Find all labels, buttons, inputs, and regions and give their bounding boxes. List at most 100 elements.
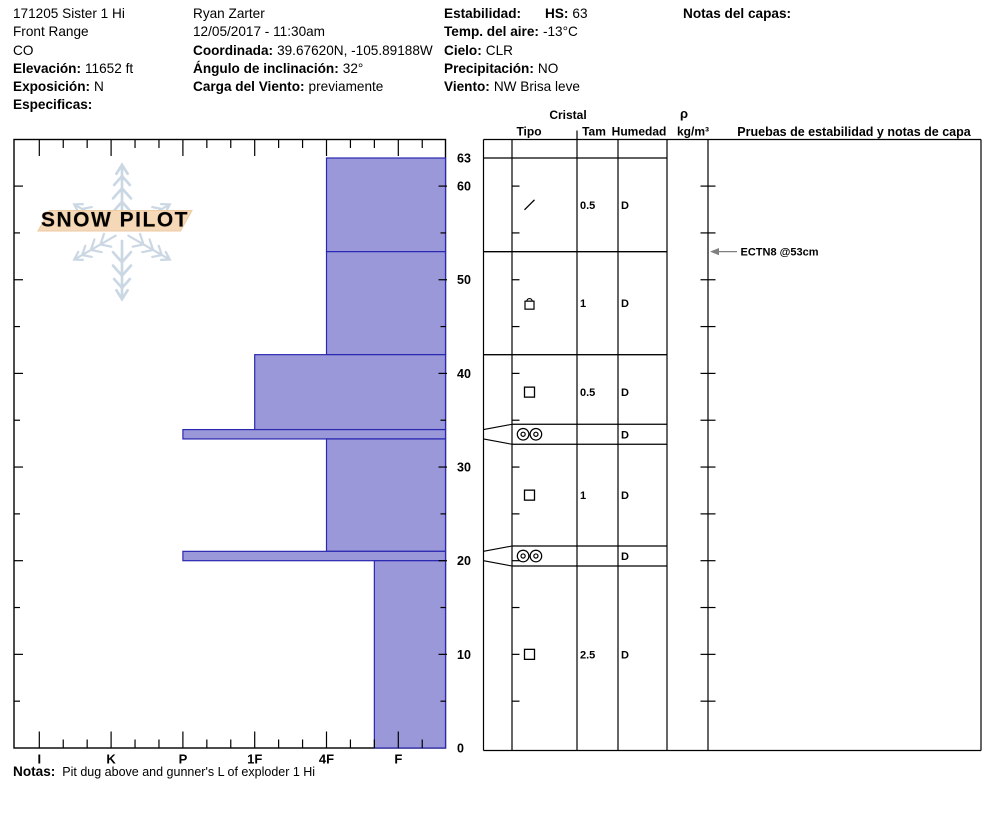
logo-text: SNOW PILOT [41, 209, 189, 232]
pit-info-line: Elevación: 11652 ft [13, 60, 133, 78]
hardness-label: 4F [319, 752, 334, 767]
hardness-bars-group [182, 157, 447, 749]
hardness-label: K [106, 752, 116, 767]
pit-info-line: 12/05/2017 - 11:30am [193, 23, 433, 41]
test-result-label: ECTN8 @53cm [741, 247, 819, 259]
table-header-cristal: Cristal [549, 108, 586, 122]
pit-conditions-column: Estabilidad: Temp. del aire: -13°C Cielo: CL… [444, 5, 580, 96]
grain-symbol-double-circle [520, 553, 526, 559]
field-label: Cielo: [444, 42, 482, 58]
hardness-label: 1F [247, 752, 262, 767]
grain-symbol-double-circle [529, 427, 543, 441]
grain-symbol-slash [524, 199, 535, 211]
snowflake-arm [127, 232, 172, 262]
table-header-pruebas: Pruebas de estabilidad y notas de capa [737, 125, 971, 139]
layer-bar-53-42 [325, 251, 447, 356]
table-header-tam: Tam [582, 125, 606, 139]
hardness-label: P [179, 752, 188, 767]
field-label: Estabilidad: [444, 6, 522, 21]
field-label: Exposición: [13, 79, 91, 95]
moisture-value: D [621, 387, 629, 399]
field-label: Notas del capas: [683, 6, 792, 21]
pit-info-line: Cielo: CLR [444, 42, 580, 60]
field-label: HS: [545, 6, 569, 21]
pit-location-column: 171205 Sister 1 Hi Front Range CO Elevación… [13, 5, 133, 115]
field-value: previamente [308, 79, 384, 95]
depth-label: 30 [457, 461, 471, 475]
layer-bar-34-33 [182, 428, 447, 440]
field-value: Ryan Zarter [193, 6, 265, 21]
table-header-humedad: Humedad [612, 125, 667, 139]
pit-hs-column: HS: 63 [545, 5, 588, 23]
depth-label: 20 [457, 554, 471, 568]
grain-symbol-square [523, 386, 536, 398]
depth-label: 40 [457, 367, 471, 381]
layer-bar-63-53 [325, 157, 447, 253]
thin-layer-wedge-line [483, 545, 513, 552]
grain-size-value: 0.5 [580, 200, 595, 212]
axes-group: I K P 1F 4F F 63 60 50 40 30 20 10 0 [14, 139, 471, 767]
moisture-value: D [621, 551, 629, 563]
field-value: 171205 Sister 1 Hi [13, 6, 125, 21]
snowflake-arm [72, 232, 117, 262]
field-label: Elevación: [13, 60, 81, 76]
field-value: N [94, 79, 104, 95]
pit-notes-footer: Notas: Pit dug above and gunner's L of ex… [13, 763, 315, 781]
depth-label: 60 [457, 180, 471, 194]
table-header-rho-units: kg/m³ [677, 125, 709, 139]
depth-label: 63 [457, 152, 471, 166]
pit-info-line: Coordinada: 39.67620N, -105.89188W [193, 42, 433, 60]
field-value: 63 [572, 6, 588, 21]
grain-symbol-double-circle [516, 427, 530, 441]
moisture-value: D [621, 200, 629, 212]
logo-banner-shape [37, 210, 193, 232]
grain-symbol-double-circle [533, 431, 539, 437]
field-value: NO [537, 60, 559, 76]
pit-info-line: Ángulo de inclinación: 32° [193, 60, 433, 78]
field-value: CO [13, 42, 34, 58]
grain-size-value: 1 [580, 298, 586, 310]
field-label: Carga del Viento: [193, 79, 305, 95]
layer-bar-21-20 [182, 550, 447, 562]
pit-info-line: Carga del Viento: previamente [193, 78, 433, 96]
grain-size-value: 0.5 [580, 387, 595, 399]
field-label: Coordinada: [193, 42, 274, 58]
layer-bar-20-0 [373, 560, 447, 749]
field-value: 11652 ft [85, 60, 134, 76]
grain-symbol-double-circle [516, 549, 530, 563]
field-value: CLR [485, 42, 513, 58]
hardness-label: F [394, 752, 402, 767]
thin-layer-wedge-line [483, 560, 513, 567]
moisture-value: D [621, 298, 629, 310]
field-label: Especificas: [13, 97, 93, 113]
grain-symbol-padlock [524, 300, 535, 310]
table-header-tipo: Tipo [516, 125, 541, 139]
pit-info-line: Precipitación: NO [444, 60, 580, 78]
depth-label: 0 [457, 742, 464, 756]
hardness-label: I [37, 752, 41, 767]
pit-info-line: Ryan Zarter [193, 5, 433, 23]
thin-layer-wedge-line [483, 423, 513, 431]
pit-info-line: Viento: NW Brisa leve [444, 78, 580, 96]
grain-symbol-square [523, 648, 536, 660]
grain-symbol-square [523, 489, 536, 501]
test-arrow-head [710, 248, 719, 256]
field-label: Precipitación: [444, 60, 534, 76]
depth-label: 10 [457, 648, 471, 662]
pit-layer-notes-column: Notas del capas: [683, 5, 795, 23]
grain-size-value: 2.5 [580, 649, 595, 661]
grain-size-value: 1 [580, 490, 586, 502]
layer-bar-33-21 [325, 438, 447, 552]
snowflake-arm [111, 162, 133, 225]
field-label: Ángulo de inclinación: [193, 60, 339, 76]
layer-table-group: Cristal ρ Tipo Tam Humedad kg/m³ Pruebas de es… [482, 106, 982, 752]
moisture-value: D [621, 490, 629, 502]
field-value: NW Brisa leve [493, 79, 580, 95]
depth-label: 50 [457, 273, 471, 287]
grain-symbol-double-circle [529, 549, 543, 563]
grain-symbol-double-circle [520, 431, 526, 437]
pit-info-line: Especificas: [13, 96, 133, 114]
grain-symbol-double-circle [533, 553, 539, 559]
pit-info-line: Exposición: N [13, 78, 133, 96]
